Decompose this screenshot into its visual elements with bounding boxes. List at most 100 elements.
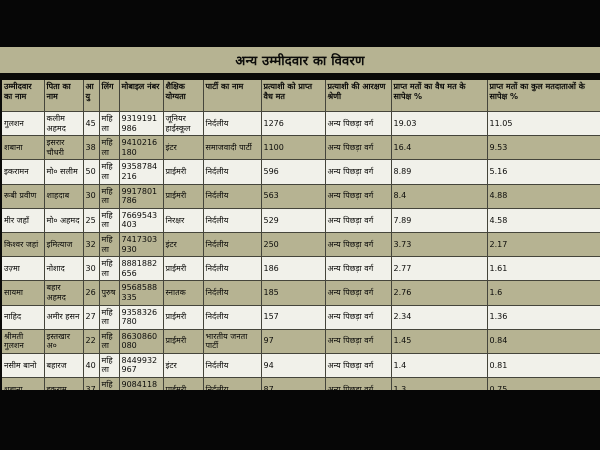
cell-mobile: 8630860080 xyxy=(118,328,164,354)
header-pct-of-total-electors: प्राप्त मतों का कुल मतदाताओं के सापेक्ष … xyxy=(486,78,600,112)
cell-father-name: कलीम अहमद xyxy=(43,110,84,137)
cell-gender: पुरुष xyxy=(98,280,120,306)
header-education: शैक्षिक योग्यता xyxy=(162,78,204,112)
cell-gender: महिला xyxy=(98,352,120,379)
cell-reservation-category: अन्य पिछड़ा वर्ग xyxy=(324,135,392,161)
cell-reservation-category: अन्य पिछड़ा वर्ग xyxy=(324,328,392,354)
cell-gender: महिला xyxy=(98,183,120,209)
letterbox-bottom xyxy=(0,390,600,450)
cell-pct-of-valid-votes: 1.45 xyxy=(390,328,488,354)
cell-valid-votes: 1100 xyxy=(260,135,326,161)
cell-reservation-category: अन्य पिछड़ा वर्ग xyxy=(324,231,392,258)
cell-candidate-name: नसीम बानो xyxy=(0,352,45,379)
cell-candidate-name: श्रीमती गुलशन xyxy=(0,328,45,354)
cell-age: 22 xyxy=(82,328,100,354)
table-row: नाहिद अमीर हसन 27 महिला 9358326780 प्राई… xyxy=(0,304,600,330)
table-row: इकरामन मो० सलीम 50 महिला 9358784216 प्रा… xyxy=(0,159,600,185)
header-party: पार्टी का नाम xyxy=(202,78,262,112)
header-mobile: मोबाइल नंबर xyxy=(118,78,164,112)
cell-valid-votes: 250 xyxy=(260,231,326,258)
cell-pct-of-total-electors: 5.16 xyxy=(486,159,600,185)
cell-education: इंटर xyxy=(162,135,204,161)
title-band: अन्य उम्मीदवार का विवरण xyxy=(0,47,600,73)
cell-father-name: बहारज xyxy=(43,352,84,379)
cell-reservation-category: अन्य पिछड़ा वर्ग xyxy=(324,280,392,306)
table-row: गुलशन कलीम अहमद 45 महिला 9319191986 जूनि… xyxy=(0,110,600,137)
cell-gender: महिला xyxy=(98,256,120,282)
table-row: नसीम बानो बहारज 40 महिला 8449932967 इंटर… xyxy=(0,352,600,379)
table-row: सायमा बहार अहमद 26 पुरुष 9568588335 स्ना… xyxy=(0,280,600,306)
cell-pct-of-total-electors: 1.61 xyxy=(486,256,600,282)
cell-education: प्राईमरी xyxy=(162,159,204,185)
cell-mobile: 8449932967 xyxy=(118,352,164,379)
cell-party: भारतीय जनता पार्टी xyxy=(202,328,262,354)
cell-education: प्राईमरी xyxy=(162,256,204,282)
cell-age: 26 xyxy=(82,280,100,306)
cell-valid-votes: 1276 xyxy=(260,110,326,137)
cell-valid-votes: 563 xyxy=(260,183,326,209)
cell-mobile: 9410216180 xyxy=(118,135,164,161)
cell-gender: महिला xyxy=(98,110,120,137)
cell-candidate-name: इकरामन xyxy=(0,159,45,185)
cell-reservation-category: अन्य पिछड़ा वर्ग xyxy=(324,256,392,282)
cell-father-name: अमीर हसन xyxy=(43,304,84,330)
table-row: श्रीमती गुलशन इस्तखार अ० 22 महिला 863086… xyxy=(0,328,600,354)
cell-valid-votes: 596 xyxy=(260,159,326,185)
cell-age: 30 xyxy=(82,183,100,209)
cell-reservation-category: अन्य पिछड़ा वर्ग xyxy=(324,110,392,137)
cell-age: 25 xyxy=(82,207,100,233)
cell-age: 38 xyxy=(82,135,100,161)
cell-party: निर्दलीय xyxy=(202,352,262,379)
cell-education: निरक्षर xyxy=(162,207,204,233)
cell-reservation-category: अन्य पिछड़ा वर्ग xyxy=(324,183,392,209)
cell-pct-of-total-electors: 0.84 xyxy=(486,328,600,354)
cell-party: निर्दलीय xyxy=(202,183,262,209)
cell-age: 32 xyxy=(82,231,100,258)
title-divider xyxy=(0,73,600,78)
cell-father-name: इसरार चौधरी xyxy=(43,135,84,161)
cell-pct-of-total-electors: 1.6 xyxy=(486,280,600,306)
cell-candidate-name: किश्वर जहां xyxy=(0,231,45,258)
cell-valid-votes: 186 xyxy=(260,256,326,282)
header-gender: लिंग xyxy=(98,78,120,112)
cell-reservation-category: अन्य पिछड़ा वर्ग xyxy=(324,304,392,330)
cell-candidate-name: गुलशन xyxy=(0,110,45,137)
cell-father-name: बहार अहमद xyxy=(43,280,84,306)
cell-education: प्राईमरी xyxy=(162,328,204,354)
cell-valid-votes: 94 xyxy=(260,352,326,379)
cell-education: इंटर xyxy=(162,231,204,258)
cell-candidate-name: रूबी प्रवीण xyxy=(0,183,45,209)
cell-candidate-name: शबाना xyxy=(0,135,45,161)
cell-party: निर्दलीय xyxy=(202,159,262,185)
cell-pct-of-valid-votes: 3.73 xyxy=(390,231,488,258)
cell-mobile: 9319191986 xyxy=(118,110,164,137)
cell-pct-of-valid-votes: 2.76 xyxy=(390,280,488,306)
cell-age: 50 xyxy=(82,159,100,185)
cell-candidate-name: उज़्मा xyxy=(0,256,45,282)
table-row: शबाना इसरार चौधरी 38 महिला 9410216180 इं… xyxy=(0,135,600,161)
cell-gender: महिला xyxy=(98,135,120,161)
page-title: अन्य उम्मीदवार का विवरण xyxy=(235,54,365,69)
cell-candidate-name: मीर जहाँ xyxy=(0,207,45,233)
cell-father-name: इस्तखार अ० xyxy=(43,328,84,354)
cell-education: स्नातक xyxy=(162,280,204,306)
cell-valid-votes: 185 xyxy=(260,280,326,306)
cell-party: समाजवादी पार्टी xyxy=(202,135,262,161)
cell-pct-of-valid-votes: 1.4 xyxy=(390,352,488,379)
table-row: उज़्मा नोशाद 30 महिला 8881882656 प्राईमर… xyxy=(0,256,600,282)
header-row: उम्मीदवार का नाम पिता का नाम आयु लिंग मो… xyxy=(0,78,600,112)
cell-pct-of-valid-votes: 2.34 xyxy=(390,304,488,330)
cell-pct-of-valid-votes: 2.77 xyxy=(390,256,488,282)
header-valid-votes: प्रत्याशी को प्राप्त वैध मत xyxy=(260,78,326,112)
cell-valid-votes: 97 xyxy=(260,328,326,354)
cell-pct-of-total-electors: 11.05 xyxy=(486,110,600,137)
cell-party: निर्दलीय xyxy=(202,304,262,330)
cell-party: निर्दलीय xyxy=(202,280,262,306)
cell-party: निर्दलीय xyxy=(202,110,262,137)
header-reservation-category: प्रत्याशी की आरक्षण श्रेणी xyxy=(324,78,392,112)
cell-pct-of-total-electors: 1.36 xyxy=(486,304,600,330)
cell-father-name: मो० अहमद xyxy=(43,207,84,233)
table-row: मीर जहाँ मो० अहमद 25 महिला 7669543403 नि… xyxy=(0,207,600,233)
cell-pct-of-total-electors: 4.88 xyxy=(486,183,600,209)
cell-age: 40 xyxy=(82,352,100,379)
